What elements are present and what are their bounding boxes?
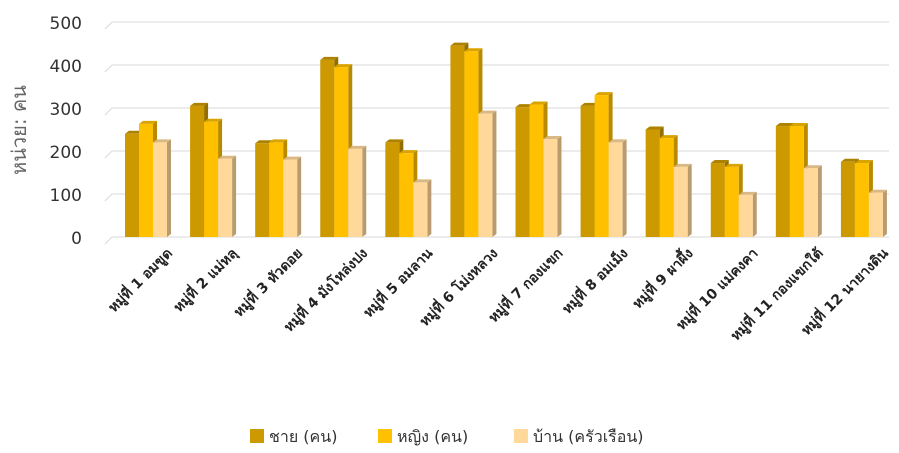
- legend-label: บ้าน (ครัวเรือน): [533, 427, 644, 446]
- y-tick-label: 500: [50, 14, 82, 34]
- bar-3-3: [283, 156, 302, 237]
- bar-series: [125, 42, 887, 238]
- gridlines: [104, 21, 889, 245]
- bar-10-3: [738, 191, 757, 237]
- legend-label: หญิง (คน): [397, 427, 468, 446]
- y-axis-ticks: 0 100 200 300 400 500: [50, 14, 82, 249]
- legend: ชาย (คน) หญิง (คน) บ้าน (ครัวเรือน): [250, 427, 644, 446]
- y-tick-label: 300: [50, 100, 82, 120]
- x-category-label: หมู่ที่ 8 อมเม็ง: [557, 243, 631, 317]
- x-category-label: หมู่ที่ 2 แม่หลุ: [169, 243, 241, 315]
- bar-6-3: [478, 110, 497, 237]
- legend-item-2: หญิง (คน): [378, 427, 468, 446]
- y-tick-label: 100: [50, 186, 82, 206]
- gridline-depth-500: [104, 21, 113, 30]
- y-tick-label: 0: [71, 229, 82, 249]
- bar-4-3: [348, 145, 367, 237]
- gridline-depth-100: [104, 193, 113, 202]
- gridline-depth-0: [104, 236, 113, 245]
- x-category-label: หมู่ที่ 3 หัวดอย: [229, 243, 306, 320]
- legend-swatch: [378, 429, 392, 443]
- y-axis-label: หน่วย: คน: [7, 85, 31, 175]
- gridline-depth-200: [104, 150, 113, 159]
- y-tick-label: 400: [50, 57, 82, 77]
- gridline-depth-400: [104, 64, 113, 73]
- x-category-label: หมู่ที่ 1 อมขูด: [103, 243, 175, 315]
- bar-12-2: [854, 160, 873, 237]
- gridline-depth-300: [104, 107, 113, 116]
- bar-7-3: [543, 135, 562, 237]
- legend-swatch: [250, 429, 264, 443]
- bar-1-3: [153, 139, 171, 237]
- legend-label: ชาย (คน): [269, 427, 337, 446]
- bar-9-3: [673, 163, 692, 237]
- y-tick-label: 200: [50, 143, 82, 163]
- legend-item-1: ชาย (คน): [250, 427, 337, 446]
- bar-12-3: [868, 189, 887, 237]
- bar-8-3: [608, 139, 627, 237]
- bar-11-3: [803, 165, 822, 237]
- bar-5-3: [413, 179, 432, 237]
- legend-item-3: บ้าน (ครัวเรือน): [514, 427, 644, 446]
- x-category-label: หมู่ที่ 9 ผาผึ้ง: [627, 243, 697, 313]
- x-axis-labels: หมู่ที่ 1 อมขูดหมู่ที่ 2 แม่หลุหมู่ที่ 3…: [103, 243, 892, 345]
- bar-2-3: [218, 155, 237, 237]
- legend-swatch: [514, 429, 528, 443]
